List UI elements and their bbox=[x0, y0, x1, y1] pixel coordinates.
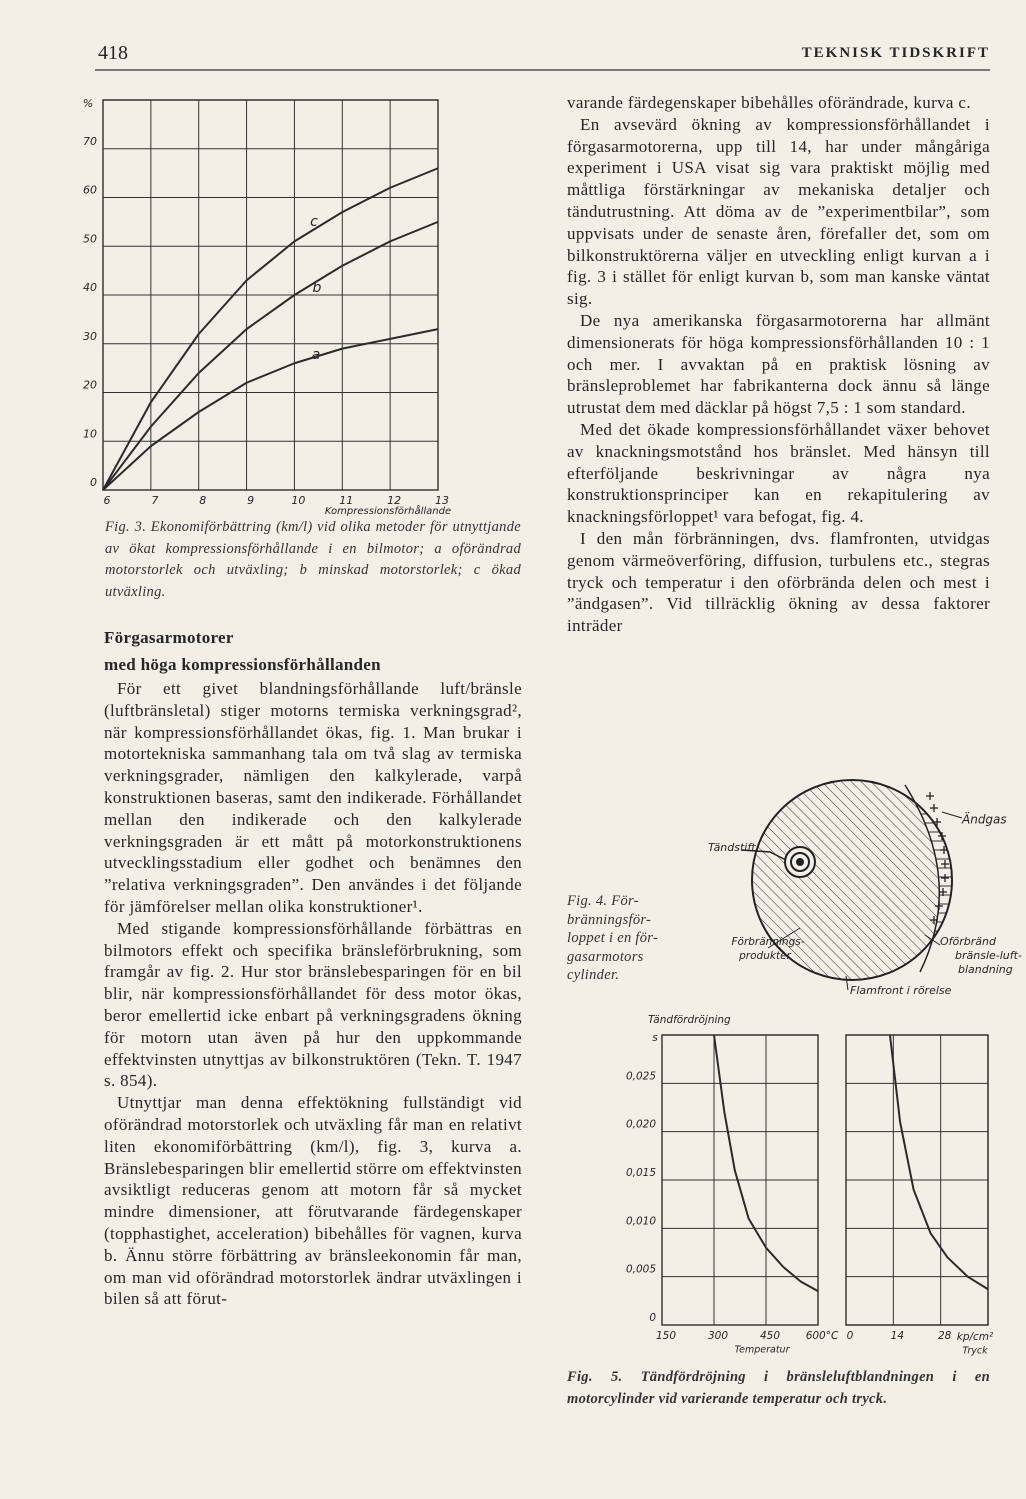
caption-line: Fig. 4. För- bbox=[567, 893, 639, 909]
chart: 0 14 28 kp/cm² Tryck bbox=[845, 1034, 994, 1357]
y-tick-label: 20 bbox=[83, 379, 97, 392]
chart: 0 10 20 30 40 50 60 70 6 7 8 9 10 11 12 13% Kompressions… bbox=[83, 97, 451, 517]
x-tick-label: 12 bbox=[387, 494, 401, 507]
y-tick-label: 0,015 bbox=[626, 1167, 656, 1179]
heading-line: med höga kompressionsförhållanden bbox=[104, 655, 381, 674]
y-tick-label: 40 bbox=[83, 281, 97, 294]
spark-plug-ring bbox=[790, 852, 810, 872]
data-line bbox=[102, 220, 439, 491]
paragraph: De nya amerikanska förgasarmotorerna har… bbox=[567, 310, 990, 418]
data-line bbox=[102, 328, 439, 491]
series-label: a bbox=[312, 347, 321, 363]
y-tick-label: 50 bbox=[83, 232, 97, 245]
y-tick-label: 10 bbox=[83, 427, 97, 440]
right-column: varande färdegenskaper bibehålles oförän… bbox=[567, 92, 990, 637]
page-number: 418 bbox=[98, 42, 128, 64]
x-unit: kp/cm² bbox=[957, 1331, 994, 1343]
caption-line: cylinder. bbox=[567, 967, 620, 983]
y-tick-label: 30 bbox=[83, 330, 97, 343]
end-gas-leader bbox=[941, 811, 963, 819]
flame-front bbox=[904, 784, 940, 973]
x-tick-label: 10 bbox=[291, 494, 305, 507]
figure3-caption: Fig. 3. Ekonomiförbättring (km/l) vid ol… bbox=[105, 519, 521, 600]
unburned-label: bränsle-luft- bbox=[955, 949, 1022, 962]
x-axis-label: Kompressionsförhållande bbox=[325, 504, 451, 517]
series-label: c bbox=[310, 214, 318, 230]
unburned-leader bbox=[924, 934, 941, 946]
figure4-diagram: Tändstift Ändgas Förbrännings- produkter… bbox=[708, 779, 1022, 997]
end-gas-lines bbox=[905, 780, 952, 972]
y-tick-label: 0,020 bbox=[626, 1119, 656, 1131]
x-tick-label: 13 bbox=[435, 494, 449, 507]
heading-line: Förgasarmotorer bbox=[104, 628, 234, 647]
spark-plug-leader bbox=[741, 849, 787, 861]
x-tick-label: 6 bbox=[104, 494, 111, 507]
paragraph: Utnyttjar man denna effektökning fullstä… bbox=[104, 1093, 522, 1309]
y-tick-label: 0,005 bbox=[626, 1264, 656, 1276]
section-heading: Förgasarmotorer med höga kompressionsförh… bbox=[104, 624, 522, 678]
paragraph: Med stigande kompressionsförhållande för… bbox=[104, 918, 522, 1091]
x-tick-label: 150 bbox=[656, 1330, 676, 1342]
y-tick-label: 0 bbox=[649, 1312, 656, 1324]
caption-line: gasarmotors bbox=[567, 948, 644, 965]
flame-front-label: Flamfront i rörelse bbox=[850, 984, 952, 997]
left-column: Förgasarmotorer med höga kompressionsförh… bbox=[104, 624, 522, 1310]
figure5-caption: Fig. 5. Tändfördröjning i bränsleluftbla… bbox=[567, 1369, 990, 1407]
x-tick-label: 0 bbox=[847, 1330, 854, 1342]
unburned-label: blandning bbox=[958, 963, 1013, 976]
x-tick-label: 7 bbox=[151, 494, 158, 507]
flame-front-leader bbox=[845, 975, 849, 991]
figure4-caption: Fig. 4. För-bränningsför-loppet i en för… bbox=[567, 892, 687, 985]
x-axis-label: Temperatur bbox=[735, 1345, 791, 1356]
paragraph: I den mån förbränningen, dvs. flamfronte… bbox=[567, 528, 990, 636]
spark-plug-center bbox=[796, 858, 804, 866]
y-axis-label: Tändfördröjning bbox=[648, 1014, 731, 1026]
data-line bbox=[713, 1034, 819, 1293]
x-tick-label: 9 bbox=[247, 494, 254, 507]
caption-line: bränningsför- bbox=[567, 911, 652, 928]
products-leader bbox=[767, 927, 801, 949]
y-unit: % bbox=[83, 97, 93, 110]
left-paragraphs: För ett givet blandningsförhållande luft… bbox=[104, 678, 522, 1310]
series-label: b bbox=[313, 280, 322, 296]
cylinder bbox=[751, 779, 953, 981]
products-label: Förbrännings- bbox=[731, 936, 804, 948]
paragraph: varande färdegenskaper bibehålles oförän… bbox=[567, 93, 971, 112]
data-line bbox=[888, 1034, 989, 1291]
y-unit: s bbox=[652, 1032, 658, 1044]
x-axis-label: Tryck bbox=[962, 1346, 988, 1357]
burned-region bbox=[752, 780, 952, 980]
paragraph: Med det ökade kompressionsförhållandet v… bbox=[567, 419, 990, 527]
x-tick-label: 11 bbox=[339, 494, 353, 507]
journal-name: TEKNISK TIDSKRIFT bbox=[801, 45, 990, 61]
products-label: produkter bbox=[738, 950, 791, 962]
y-tick-label: 0,010 bbox=[626, 1215, 656, 1227]
x-tick-label: 14 bbox=[891, 1330, 904, 1342]
paragraph: För ett givet blandningsförhållande luft… bbox=[104, 679, 522, 916]
paragraph: En avsevärd ökning av kompressionsförhål… bbox=[567, 114, 990, 309]
y-tick-label: 0,025 bbox=[626, 1070, 656, 1082]
y-tick-label: 60 bbox=[83, 184, 97, 197]
x-tick-label: 28 bbox=[938, 1330, 952, 1342]
data-line bbox=[102, 167, 439, 491]
unburned-label: Oförbränd bbox=[940, 935, 997, 948]
x-tick-label: 300 bbox=[708, 1330, 728, 1342]
spark-plug-label: Tändstift bbox=[708, 841, 756, 854]
caption-line: loppet i en för- bbox=[567, 930, 659, 946]
x-tick-label: 600°C bbox=[806, 1330, 839, 1342]
y-tick-label: 0 bbox=[90, 476, 97, 489]
chart: 0 0,005 0,010 0,015 0,020 0,025 150 300 450 600°C… bbox=[626, 1014, 839, 1356]
y-tick-label: 70 bbox=[83, 135, 97, 148]
x-tick-label: 8 bbox=[199, 494, 206, 507]
end-gas-label: Ändgas bbox=[961, 812, 1007, 827]
x-tick-label: 450 bbox=[760, 1330, 780, 1342]
